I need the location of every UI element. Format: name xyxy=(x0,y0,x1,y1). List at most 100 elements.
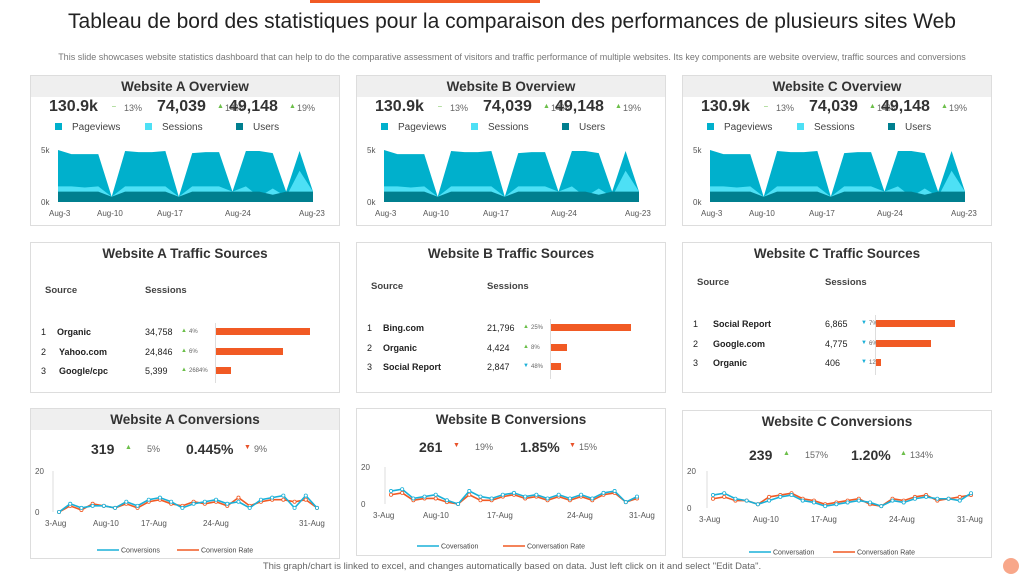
legend-swatch xyxy=(797,123,804,130)
data-point xyxy=(511,490,516,495)
source-name: Google/cpc xyxy=(59,366,109,376)
x-tick-label: Aug-3 xyxy=(375,209,397,218)
overview-card-b: Website B Overview 130.9k –13% 74,039 ▲ 14% 49… xyxy=(356,75,666,226)
traffic-card-b: Website B Traffic Sources Source Sessions 1… xyxy=(356,242,666,393)
source-rank: 1 xyxy=(367,323,373,333)
data-point xyxy=(823,504,828,509)
y-tick-label: 0 xyxy=(35,508,40,517)
data-point xyxy=(90,503,95,508)
stat-value: 49,148 xyxy=(229,98,278,115)
session-bar xyxy=(876,320,955,327)
y-tick-label: 0 xyxy=(687,504,692,513)
source-rank: 2 xyxy=(693,338,699,349)
session-bar xyxy=(551,324,631,331)
x-tick-label: Aug-17 xyxy=(157,209,183,218)
y-tick-label: 5k xyxy=(41,146,50,155)
trend-up-icon: ▲ xyxy=(289,103,296,110)
traffic-card-a: Website A Traffic Sources Source Sessions 1… xyxy=(30,242,340,393)
x-tick-label: Aug-23 xyxy=(951,209,977,218)
trend-down-icon: ▼ xyxy=(861,339,867,346)
x-tick-label: Aug-10 xyxy=(423,511,449,520)
data-point xyxy=(935,496,940,501)
legend-item: Pageviews xyxy=(55,122,120,133)
legend-label: Sessions xyxy=(162,122,203,133)
line-chart: 20 0 3-Aug Aug-10 17-Aug 24-Aug 31-Aug Conversi… xyxy=(35,467,325,555)
x-tick-label: Aug-23 xyxy=(625,209,651,218)
trend-up-icon: ▲ xyxy=(523,324,529,330)
x-tick-label: Aug-17 xyxy=(809,209,835,218)
data-point xyxy=(710,496,715,501)
stat-change: 14% xyxy=(225,103,244,113)
y-tick-label: 0k xyxy=(41,198,50,207)
sessions-value: 6,865 xyxy=(825,319,848,329)
data-point xyxy=(912,496,917,501)
legend-swatch xyxy=(471,123,478,130)
data-point xyxy=(236,499,241,504)
page-subtitle: This slide showcases website statistics … xyxy=(58,52,966,62)
source-name: Social Report xyxy=(383,362,442,372)
legend-swatch xyxy=(381,123,388,130)
conversion-stat-change: 19% xyxy=(475,442,494,452)
data-point xyxy=(733,496,738,501)
conversion-stat-value: 0.445% xyxy=(186,441,234,457)
x-tick-label: Aug-24 xyxy=(877,209,903,218)
data-point xyxy=(400,487,405,492)
stat-value: 130.9k xyxy=(701,98,750,115)
data-point xyxy=(180,505,185,510)
data-point xyxy=(924,494,929,499)
header-source: Source xyxy=(697,277,730,288)
data-point xyxy=(500,492,505,497)
data-point xyxy=(778,494,783,499)
session-bar xyxy=(216,367,231,374)
data-point xyxy=(478,498,483,503)
data-point xyxy=(411,496,416,501)
data-point xyxy=(634,494,639,499)
data-point xyxy=(236,495,241,500)
traffic-card-c: Website C Traffic Sources Source Sessions 1… xyxy=(682,242,992,393)
legend-item: Sessions xyxy=(145,122,203,133)
trend-up-icon: ▲ xyxy=(900,450,907,457)
data-point xyxy=(567,496,572,501)
series-line xyxy=(712,492,972,507)
decorative-dot xyxy=(1003,558,1019,574)
x-tick-label: 3-Aug xyxy=(699,515,720,524)
conversion-stat-change: 5% xyxy=(147,444,161,454)
y-tick-label: 0k xyxy=(367,198,376,207)
accent-bar xyxy=(310,0,540,3)
data-point xyxy=(157,495,162,500)
data-point xyxy=(834,502,839,507)
sessions-value: 21,796 xyxy=(487,323,515,333)
trend-flat-icon: – xyxy=(764,103,768,110)
data-point xyxy=(722,494,727,499)
header-sessions: Sessions xyxy=(825,277,867,288)
x-tick-label: 17-Aug xyxy=(487,511,513,520)
data-point xyxy=(56,510,61,515)
data-point xyxy=(957,494,962,499)
legend-swatch xyxy=(236,123,243,130)
source-name: Social Report xyxy=(713,319,772,329)
data-point xyxy=(811,500,816,505)
source-rank: 3 xyxy=(693,358,699,368)
x-tick-label: Aug-24 xyxy=(225,209,251,218)
session-bar xyxy=(876,359,881,366)
y-tick-label: 20 xyxy=(361,463,370,472)
sessions-change: 25% xyxy=(531,325,544,331)
sessions-change: 6% xyxy=(869,340,878,347)
trend-up-icon: ▲ xyxy=(181,328,187,334)
legend-label: Pageviews xyxy=(398,122,447,133)
stat-change: 13% xyxy=(124,103,143,113)
x-tick-label: 31-Aug xyxy=(957,515,983,524)
x-tick-label: Aug-10 xyxy=(93,519,119,528)
data-point xyxy=(433,492,438,497)
area-chart: 5k 0k Aug-3 Aug-10 Aug-17 Aug-24 Aug-23 xyxy=(693,146,977,218)
data-point xyxy=(868,500,873,505)
sessions-value: 34,758 xyxy=(145,327,173,337)
legend-label: Users xyxy=(253,122,280,133)
trend-down-icon: ▼ xyxy=(569,442,576,449)
x-tick-label: 24-Aug xyxy=(889,515,915,524)
legend-swatch xyxy=(562,123,569,130)
legend-label: Conversation xyxy=(773,550,814,557)
x-tick-label: 31-Aug xyxy=(299,519,325,528)
data-point xyxy=(467,492,472,497)
data-point xyxy=(247,505,252,510)
